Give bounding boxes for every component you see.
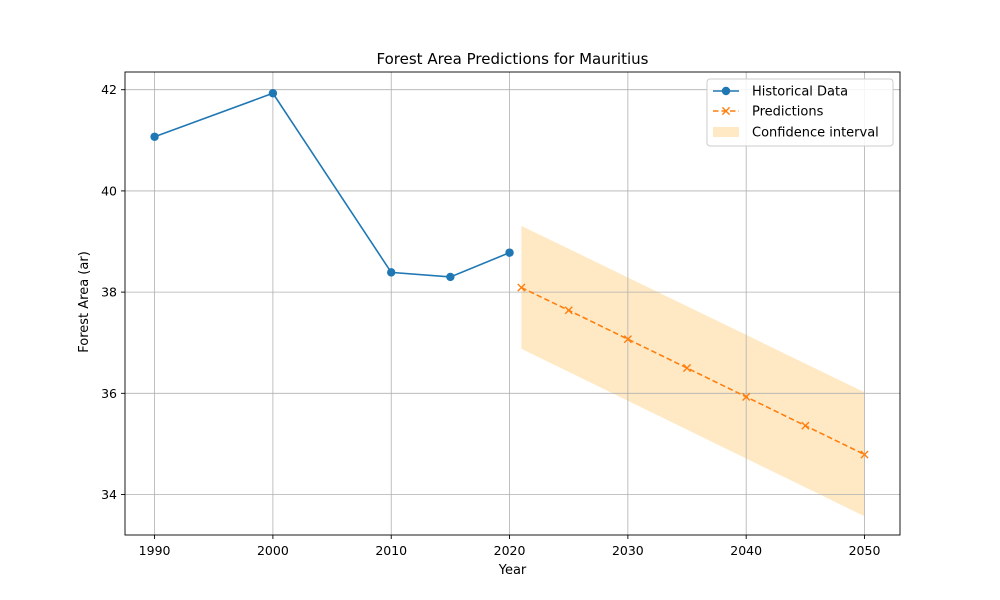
series-historical-data bbox=[150, 89, 514, 282]
data-point bbox=[801, 421, 810, 430]
series-predictions bbox=[517, 283, 869, 459]
x-tick-label: 2020 bbox=[494, 543, 526, 558]
data-point bbox=[860, 450, 869, 459]
x-tick-label: 1990 bbox=[139, 543, 171, 558]
data-point bbox=[742, 392, 751, 401]
data-point bbox=[446, 272, 455, 282]
legend-label-historical: Historical Data bbox=[752, 85, 848, 100]
legend: Historical Data Predictions Confidence int… bbox=[706, 78, 894, 147]
data-point bbox=[505, 248, 514, 257]
axes-frame bbox=[124, 71, 901, 536]
legend-box bbox=[706, 78, 894, 147]
data-point bbox=[150, 132, 159, 141]
data-point bbox=[682, 363, 692, 373]
legend-marker-historical bbox=[721, 86, 731, 96]
y-tick-label: 42 bbox=[101, 82, 117, 97]
x-axis-ticks: 1990 2000 2010 2020 2030 2040 2050 bbox=[139, 535, 881, 558]
x-axis-label: Year bbox=[498, 563, 527, 578]
y-tick-label: 38 bbox=[101, 285, 117, 300]
data-point bbox=[623, 335, 632, 344]
data-point bbox=[387, 268, 396, 277]
x-tick-label: 2010 bbox=[375, 543, 407, 558]
y-axis-label: Forest Area (ar) bbox=[77, 251, 92, 353]
x-tick-label: 2000 bbox=[257, 543, 289, 558]
y-tick-label: 34 bbox=[101, 487, 117, 502]
data-point bbox=[564, 306, 573, 315]
data-point bbox=[268, 89, 278, 98]
y-tick-label: 40 bbox=[101, 183, 117, 198]
series-line bbox=[154, 92, 510, 278]
x-tick-label: 2030 bbox=[612, 543, 644, 558]
x-tick-label: 2050 bbox=[849, 543, 881, 558]
x-tick-label: 2040 bbox=[730, 543, 762, 558]
chart-title: Forest Area Predictions for Mauritius bbox=[377, 50, 649, 68]
plot-area bbox=[124, 71, 901, 536]
legend-label-predictions: Predictions bbox=[752, 105, 824, 120]
legend-label-confidence: Confidence interval bbox=[752, 126, 879, 141]
y-tick-label: 36 bbox=[101, 386, 117, 401]
y-axis-ticks: 34 36 38 40 42 bbox=[101, 82, 125, 502]
legend-marker-predictions bbox=[721, 106, 731, 116]
legend-swatch-confidence bbox=[713, 127, 739, 137]
data-point bbox=[517, 283, 526, 292]
